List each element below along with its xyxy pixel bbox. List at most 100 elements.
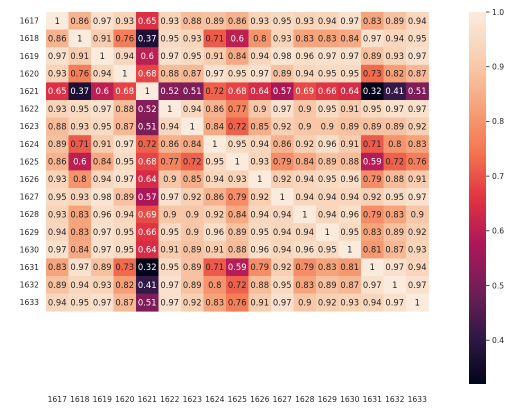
cell-value-1629-1628: 0.94: [295, 227, 314, 237]
cell-value-1626-1621: 0.64: [138, 174, 157, 184]
cell-value-1630-1631: 0.81: [363, 245, 382, 255]
heatmap-cell-1623-1623: [181, 117, 204, 136]
heatmap-cell-1629-1623: [181, 223, 204, 242]
x-tick-label-1629: 1629: [318, 395, 337, 404]
cell-value-1619-1621: 0.6: [141, 51, 154, 61]
cell-value-1628-1632: 0.83: [385, 209, 404, 219]
heatmap-cell-1626-1627: [271, 170, 294, 189]
cell-value-1625-1627: 0.79: [273, 157, 292, 167]
heatmap-cell-1617-1628: [293, 12, 317, 30]
heatmap-cell-1627-1626: [248, 188, 272, 206]
heatmap-cell-1626-1630: [338, 170, 362, 189]
heatmap-cell-1629-1624: [203, 223, 227, 242]
cell-value-1629-1629: 1: [325, 227, 330, 237]
heatmap-cell-1622-1624: [203, 100, 227, 118]
cell-value-1626-1625: 0.93: [228, 174, 247, 184]
cell-value-1633-1619: 0.97: [93, 297, 112, 307]
heatmap-cell-1625-1623: [181, 152, 204, 171]
heatmap-cell-1632-1630: [338, 276, 362, 294]
cell-value-1625-1633: 0.76: [408, 157, 427, 167]
heatmap-cell-1624-1630: [338, 135, 362, 154]
cell-value-1620-1621: 0.68: [138, 69, 157, 79]
cell-value-1621-1629: 0.66: [318, 86, 337, 96]
y-tick-label-1629: 1629: [20, 228, 39, 237]
cell-value-1627-1619: 0.98: [93, 192, 112, 202]
cell-value-1625-1629: 0.89: [318, 157, 337, 167]
cell-value-1633-1626: 0.91: [250, 297, 269, 307]
cell-value-1619-1622: 0.97: [160, 51, 179, 61]
heatmap-cell-1627-1619: [91, 188, 114, 206]
heatmap-cell-1626-1620: [113, 170, 137, 189]
heatmap-cell-1618-1625: [226, 29, 249, 48]
cell-value-1633-1631: 0.94: [363, 297, 382, 307]
cell-value-1620-1628: 0.94: [295, 69, 314, 79]
cell-value-1630-1618: 0.84: [70, 245, 89, 255]
x-tick-label-1618: 1618: [70, 395, 89, 404]
heatmap-cell-1630-1622: [158, 240, 182, 259]
cell-value-1629-1617: 0.94: [48, 227, 67, 237]
heatmap-cell-1622-1619: [91, 100, 114, 118]
cell-value-1627-1625: 0.79: [228, 192, 247, 202]
heatmap-cell-1624-1633: [406, 135, 429, 154]
heatmap-cell-1622-1633: [406, 100, 429, 118]
cell-value-1623-1623: 1: [190, 121, 195, 131]
heatmap-cell-1627-1628: [293, 188, 317, 206]
cell-value-1618-1624: 0.71: [205, 33, 224, 43]
cell-value-1629-1630: 0.95: [340, 227, 359, 237]
cell-value-1623-1618: 0.93: [70, 121, 89, 131]
heatmap-cell-1627-1624: [203, 188, 227, 206]
heatmap-cell-1628-1617: [46, 205, 69, 224]
heatmap-cell-1621-1619: [91, 82, 114, 101]
cell-value-1629-1619: 0.97: [93, 227, 112, 237]
cell-value-1628-1618: 0.83: [70, 209, 89, 219]
x-tick-label-1622: 1622: [160, 395, 179, 404]
cell-value-1618-1618: 1: [77, 33, 82, 43]
x-tick-label-1630: 1630: [340, 395, 359, 404]
heatmap-cell-1624-1632: [383, 135, 407, 154]
cell-value-1622-1622: 1: [167, 104, 172, 114]
cell-value-1622-1630: 0.91: [340, 104, 359, 114]
heatmap-cell-1626-1625: [226, 170, 249, 189]
cell-value-1631-1617: 0.83: [48, 262, 67, 272]
heatmap-cell-1627-1622: [158, 188, 182, 206]
cell-value-1633-1621: 0.51: [138, 297, 157, 307]
heatmap-cell-1618-1629: [316, 29, 339, 48]
heatmap-cell-1617-1624: [203, 12, 227, 30]
x-tick-label-1626: 1626: [250, 395, 269, 404]
cell-value-1632-1626: 0.88: [250, 280, 269, 290]
cell-value-1623-1624: 0.84: [205, 121, 224, 131]
heatmap-cell-1627-1633: [406, 188, 429, 206]
cell-value-1625-1620: 0.95: [115, 157, 134, 167]
heatmap-cell-1627-1627: [271, 188, 294, 206]
heatmap-cell-1633-1631: [361, 293, 384, 312]
cell-value-1620-1630: 0.95: [340, 69, 359, 79]
heatmap-cell-1628-1627: [271, 205, 294, 224]
heatmap-cell-1622-1617: [46, 100, 69, 118]
cell-value-1631-1623: 0.89: [183, 262, 202, 272]
heatmap-cell-1623-1631: [361, 117, 384, 136]
heatmap-cell-1624-1625: [226, 135, 249, 154]
heatmap-cell-1619-1617: [46, 47, 69, 66]
cell-value-1631-1618: 0.97: [70, 262, 89, 272]
cell-value-1618-1620: 0.76: [115, 33, 134, 43]
cell-value-1629-1631: 0.83: [363, 227, 382, 237]
cell-value-1617-1623: 0.88: [183, 16, 202, 26]
cell-value-1633-1630: 0.93: [340, 297, 359, 307]
heatmap-cell-1622-1629: [316, 100, 339, 118]
cell-value-1619-1628: 0.96: [295, 51, 314, 61]
heatmap-cell-1622-1628: [293, 100, 317, 118]
colorbar-tick-label-0.9: 0.9: [492, 63, 504, 72]
y-tick-label-1632: 1632: [20, 281, 39, 290]
heatmap-cell-1631-1618: [68, 258, 92, 277]
cell-value-1628-1621: 0.69: [138, 209, 157, 219]
cell-value-1629-1632: 0.89: [385, 227, 404, 237]
cell-value-1631-1633: 0.94: [408, 262, 427, 272]
cell-value-1627-1626: 0.92: [250, 192, 269, 202]
heatmap-cell-1624-1618: [68, 135, 92, 154]
heatmap-cell-1620-1617: [46, 64, 69, 83]
heatmap-cell-1629-1622: [158, 223, 182, 242]
cell-value-1621-1620: 0.68: [115, 86, 134, 96]
heatmap-cell-1621-1633: [406, 82, 429, 101]
cell-value-1618-1632: 0.94: [385, 33, 404, 43]
heatmap-cell-1623-1620: [113, 117, 137, 136]
